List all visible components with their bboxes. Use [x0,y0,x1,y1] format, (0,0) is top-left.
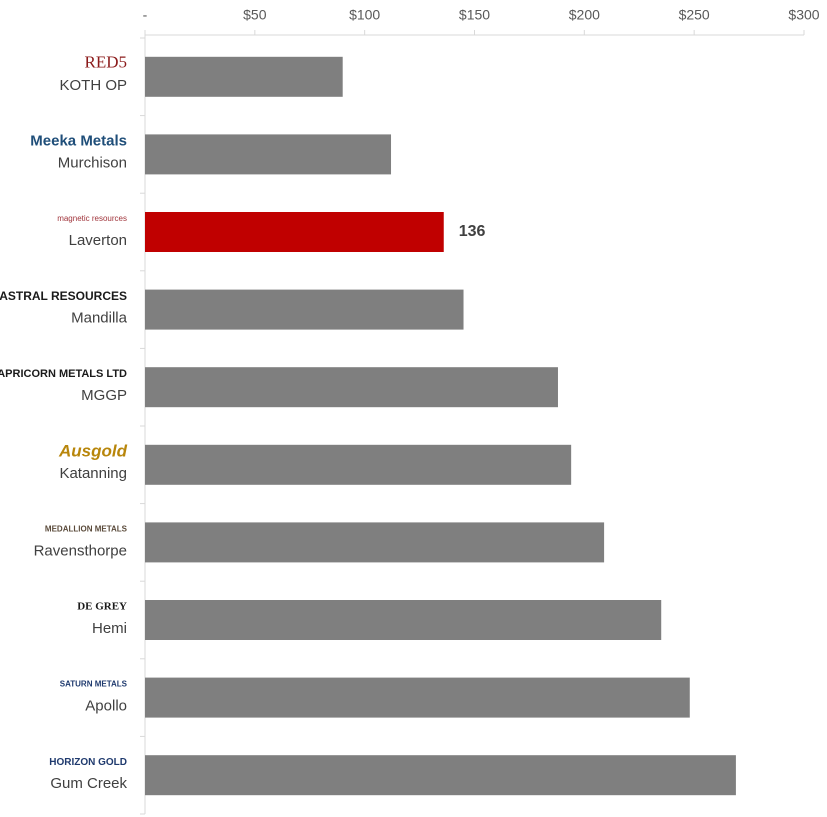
company-logo: magnetic resources [57,214,127,223]
x-tick-label: $250 [679,7,710,23]
y-tick-label: Mandilla [71,310,128,327]
y-tick-label: Katanning [59,465,127,482]
x-tick-label: $300 [788,7,819,23]
bar [145,600,662,640]
bar [145,56,343,97]
y-tick-label: Gum Creek [50,775,127,792]
y-tick-label: MGGP [81,387,127,404]
bar [145,212,444,252]
y-tick-label: Laverton [69,232,127,249]
x-tick-label: $200 [569,7,600,23]
bar [145,289,464,330]
y-tick-label: Hemi [92,620,127,637]
bar [145,367,558,408]
bar [145,444,572,485]
company-logo: RED5 [85,53,128,72]
company-logo: DE GREY [77,601,127,613]
company-logo: Meeka Metals [30,132,127,149]
company-logo: SATURN METALS [60,680,128,689]
company-logo: Ausgold [58,441,128,460]
company-logo: MEDALLION METALS [45,525,128,534]
x-tick-label: - [143,7,148,23]
company-logo: HORIZON GOLD [49,757,127,768]
y-tick-label: Apollo [85,698,127,715]
company-logo: CAPRICORN METALS LTD [0,368,127,380]
data-label: 136 [459,223,486,240]
x-tick-label: $150 [459,7,490,23]
bar [145,522,605,563]
x-tick-label: $100 [349,7,380,23]
x-tick-label: $50 [243,7,267,23]
y-tick-label: Murchison [58,154,127,171]
bar [145,677,690,718]
bar [145,755,736,796]
company-logo: ASTRAL RESOURCES [0,289,127,303]
y-tick-label: Ravensthorpe [34,542,127,559]
y-tick-label: KOTH OP [59,77,127,94]
bar [145,134,392,175]
